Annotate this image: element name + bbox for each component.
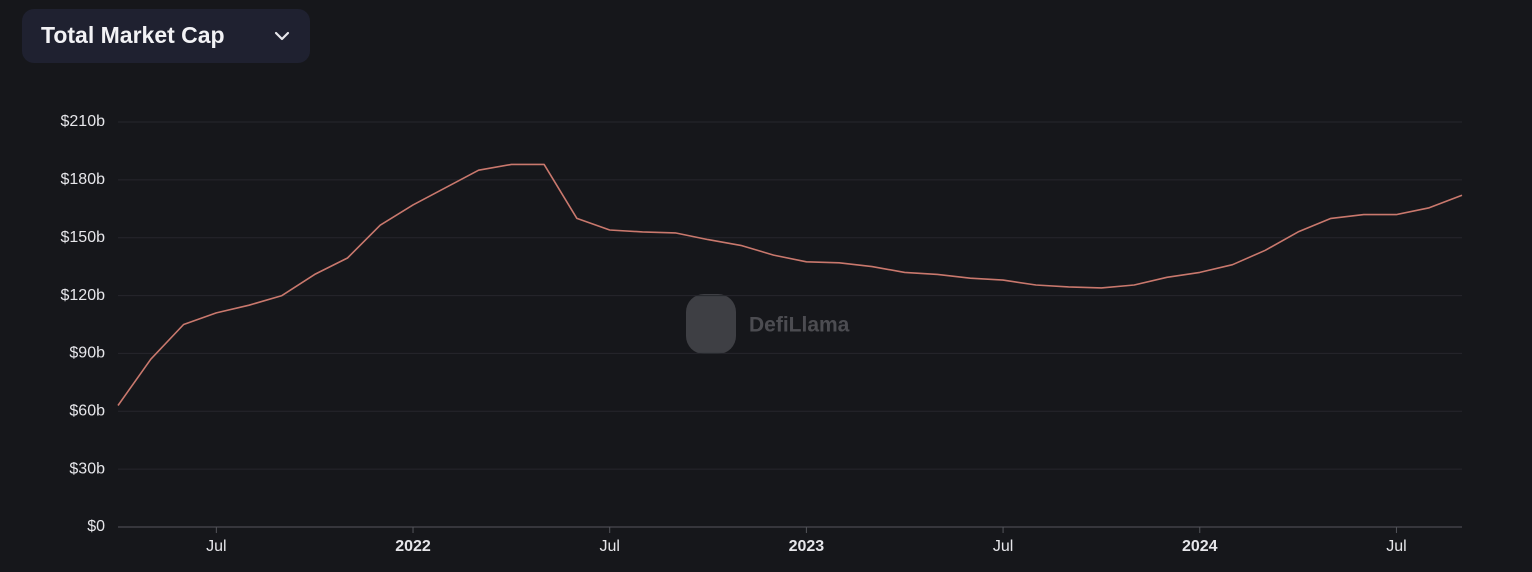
y-tick-label: $0 bbox=[87, 518, 105, 535]
y-tick-label: $150b bbox=[61, 229, 106, 246]
y-tick-label: $210b bbox=[61, 113, 106, 130]
x-tick-label: Jul bbox=[993, 538, 1013, 555]
watermark-text: DefiLlama bbox=[749, 314, 850, 337]
y-tick-label: $60b bbox=[69, 403, 105, 420]
x-tick-label: Jul bbox=[1386, 538, 1406, 555]
metric-selector[interactable]: Total Market Cap bbox=[22, 9, 310, 63]
x-tick-label: 2024 bbox=[1182, 538, 1218, 555]
y-tick-label: $180b bbox=[61, 171, 106, 188]
watermark-logo bbox=[686, 294, 736, 354]
x-tick-label: Jul bbox=[599, 538, 619, 555]
x-tick-label: Jul bbox=[206, 538, 226, 555]
selector-button[interactable] bbox=[22, 9, 310, 63]
chevron-icon[interactable] bbox=[274, 31, 290, 41]
x-tick-label: 2023 bbox=[789, 538, 825, 555]
y-tick-label: $90b bbox=[69, 345, 105, 362]
chart-title[interactable]: Total Market Cap bbox=[41, 22, 225, 48]
y-tick-label: $30b bbox=[69, 460, 105, 477]
watermark: DefiLlama bbox=[686, 294, 850, 354]
x-tick-label: 2022 bbox=[395, 538, 431, 555]
y-tick-label: $120b bbox=[61, 287, 106, 304]
line-series bbox=[117, 163, 1463, 406]
